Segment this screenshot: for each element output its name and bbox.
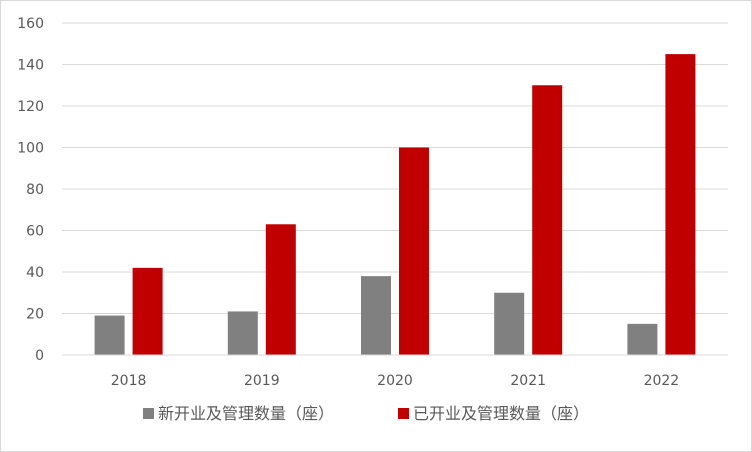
y-tick-label: 160 xyxy=(17,16,44,32)
y-tick-label: 20 xyxy=(26,307,44,323)
bar-new-2018 xyxy=(94,315,125,355)
bar-total-2022 xyxy=(665,54,696,355)
x-tick-label: 2021 xyxy=(510,373,546,389)
legend-label: 已开业及管理数量（座） xyxy=(413,404,589,423)
y-tick-label: 100 xyxy=(17,141,44,157)
bar-total-2020 xyxy=(399,147,429,355)
legend-swatch xyxy=(398,408,409,419)
legend-swatch xyxy=(143,408,154,419)
y-tick-label: 40 xyxy=(26,265,44,281)
y-tick-label: 120 xyxy=(17,99,44,115)
bar-total-2018 xyxy=(132,267,163,355)
y-tick-label: 140 xyxy=(17,58,44,74)
y-tick-label: 80 xyxy=(26,182,44,198)
bar-new-2022 xyxy=(627,323,658,355)
y-axis-ticks: 0 20 40 60 80 100 120 140 160 xyxy=(17,16,44,364)
gridlines xyxy=(62,22,728,314)
legend: 新开业及管理数量（座） 已开业及管理数量（座） xyxy=(143,404,589,423)
x-tick-label: 2019 xyxy=(244,373,280,389)
bar-total-2021 xyxy=(532,85,563,355)
y-tick-label: 0 xyxy=(35,348,44,364)
bars xyxy=(94,54,696,355)
x-tick-label: 2018 xyxy=(111,373,147,389)
bar-new-2020 xyxy=(361,276,391,355)
y-tick-label: 60 xyxy=(26,224,44,240)
legend-label: 新开业及管理数量（座） xyxy=(158,404,334,423)
x-tick-label: 2020 xyxy=(377,373,413,389)
x-axis-ticks: 2018 2019 2020 2021 2022 xyxy=(111,373,679,389)
bar-new-2021 xyxy=(494,292,525,355)
bar-new-2019 xyxy=(227,311,258,355)
bar-total-2019 xyxy=(265,224,296,355)
x-tick-label: 2022 xyxy=(644,373,680,389)
